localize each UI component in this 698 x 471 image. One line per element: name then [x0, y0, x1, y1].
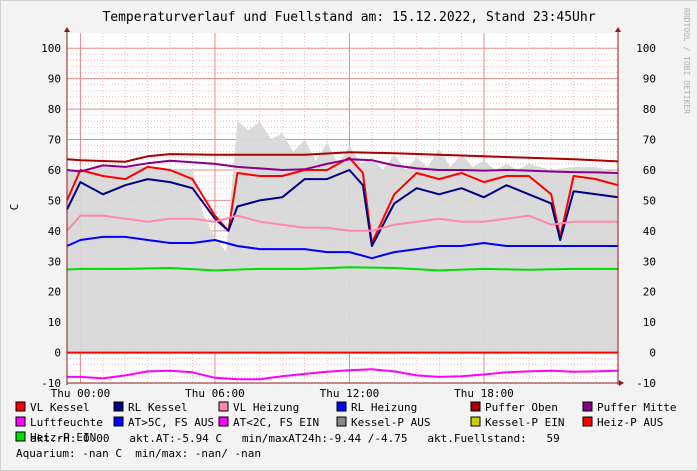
legend-label: Luftfeuchte [30, 416, 103, 429]
legend-label: Kessel-P EIN [485, 416, 564, 429]
status-line-1: akt.rH: 0.00 akt.AT:-5.94 C min/maxAT24h… [30, 432, 560, 445]
y-tick-labels: -10 -10 0 0 10 10 20 20 30 30 40 40 50 50 60 60 70 70 80 80… [41, 42, 656, 390]
y-tick-label-right: 40 [643, 225, 656, 238]
legend-swatch [15, 416, 26, 427]
legend-label: Kessel-P AUS [351, 416, 430, 429]
y-tick-label-right: 0 [649, 347, 656, 360]
y-tick-label: -10 [41, 377, 61, 390]
legend-label: Puffer Oben [485, 401, 558, 414]
y-axis-arrow [64, 27, 70, 32]
y-tick-label: 60 [48, 164, 61, 177]
legend-swatch [336, 416, 347, 427]
series-vl-heizung [66, 214, 618, 232]
x-tick-label: Thu 18:00 [454, 387, 514, 400]
y-tick-label: 30 [48, 255, 61, 268]
y-tick-label: 0 [54, 347, 61, 360]
series-rl-kessel [66, 169, 619, 247]
watermark: RRDTOOL / TOBI OETIKER [682, 8, 691, 114]
x-tick-labels: Thu 00:00 Thu 06:00 Thu 12:00 Thu 18:00 [51, 387, 514, 400]
legend-label: AT<2C, FS EIN [233, 416, 319, 429]
y-tick-label-right: 50 [643, 194, 656, 207]
y-tick-label-right: 10 [643, 316, 656, 329]
legend-label: VL Heizung [233, 401, 299, 414]
legend-label: AT>5C, FS AUS [128, 416, 214, 429]
y-tick-label: 10 [48, 316, 61, 329]
x-axis-arrow [619, 380, 624, 386]
legend-label: RL Heizung [351, 401, 417, 414]
y-tick-label: 90 [48, 73, 61, 86]
legend-label: RL Kessel [128, 401, 188, 414]
legend-swatch [582, 416, 593, 427]
chart-title: Temperaturverlauf und Fuellstand am: 15.… [102, 10, 595, 25]
y-tick-label-right: 90 [643, 73, 656, 86]
legend-swatch [15, 401, 26, 412]
axes [64, 27, 624, 386]
y-tick-label-right: 20 [643, 286, 656, 299]
legend-swatch [218, 416, 229, 427]
series-heiz-p-ein [66, 266, 618, 272]
y-tick-label: 80 [48, 103, 61, 116]
y-tick-label-right: 70 [643, 134, 656, 147]
legend-swatch [113, 416, 124, 427]
y-tick-label-right: 80 [643, 103, 656, 116]
y-tick-label-right: -10 [636, 377, 656, 390]
y-tick-label: 50 [48, 194, 61, 207]
y-tick-label-right: 60 [643, 164, 656, 177]
legend-label: Puffer Mitte [597, 401, 676, 414]
series-puffer-mitte [66, 158, 619, 174]
series-puffer-oben [66, 151, 619, 163]
series-lines [66, 151, 619, 381]
x-tick-label: Thu 00:00 [51, 387, 111, 400]
y-tick-label-right: 30 [643, 255, 656, 268]
fill-level-area [67, 121, 618, 353]
y-tick-label-right: 100 [636, 42, 656, 55]
y-tick-label: 70 [48, 134, 61, 147]
x-tick-label: Thu 06:00 [185, 387, 245, 400]
legend-swatch [470, 401, 481, 412]
legend-swatch [336, 401, 347, 412]
legend-swatch [582, 401, 593, 412]
legend-swatch [15, 431, 26, 442]
series-vl-kessel [66, 156, 619, 244]
legend: VL Kessel RL Kessel VL Heizung RL Heizung Pu… [15, 401, 676, 444]
y-axis-label: C [8, 204, 21, 211]
y-tick-label: 100 [41, 42, 61, 55]
legend-label: Heiz-P AUS [597, 416, 663, 429]
area-fuellstand [67, 121, 618, 353]
legend-label: VL Kessel [30, 401, 90, 414]
legend-swatch [470, 416, 481, 427]
legend-label: Heiz-P EIN [30, 431, 96, 444]
y-axis-right-arrow [615, 27, 621, 32]
series-rl-heizung [66, 235, 618, 260]
status-line-2: Aquarium: -nan C min/max: -nan/ -nan [16, 447, 261, 460]
legend-swatch [113, 401, 124, 412]
series-at-2c-fs-ein [67, 368, 619, 381]
y-tick-label: 20 [48, 286, 61, 299]
x-tick-label: Thu 12:00 [320, 387, 380, 400]
y-tick-label: 40 [48, 225, 61, 238]
legend-swatch [218, 401, 229, 412]
